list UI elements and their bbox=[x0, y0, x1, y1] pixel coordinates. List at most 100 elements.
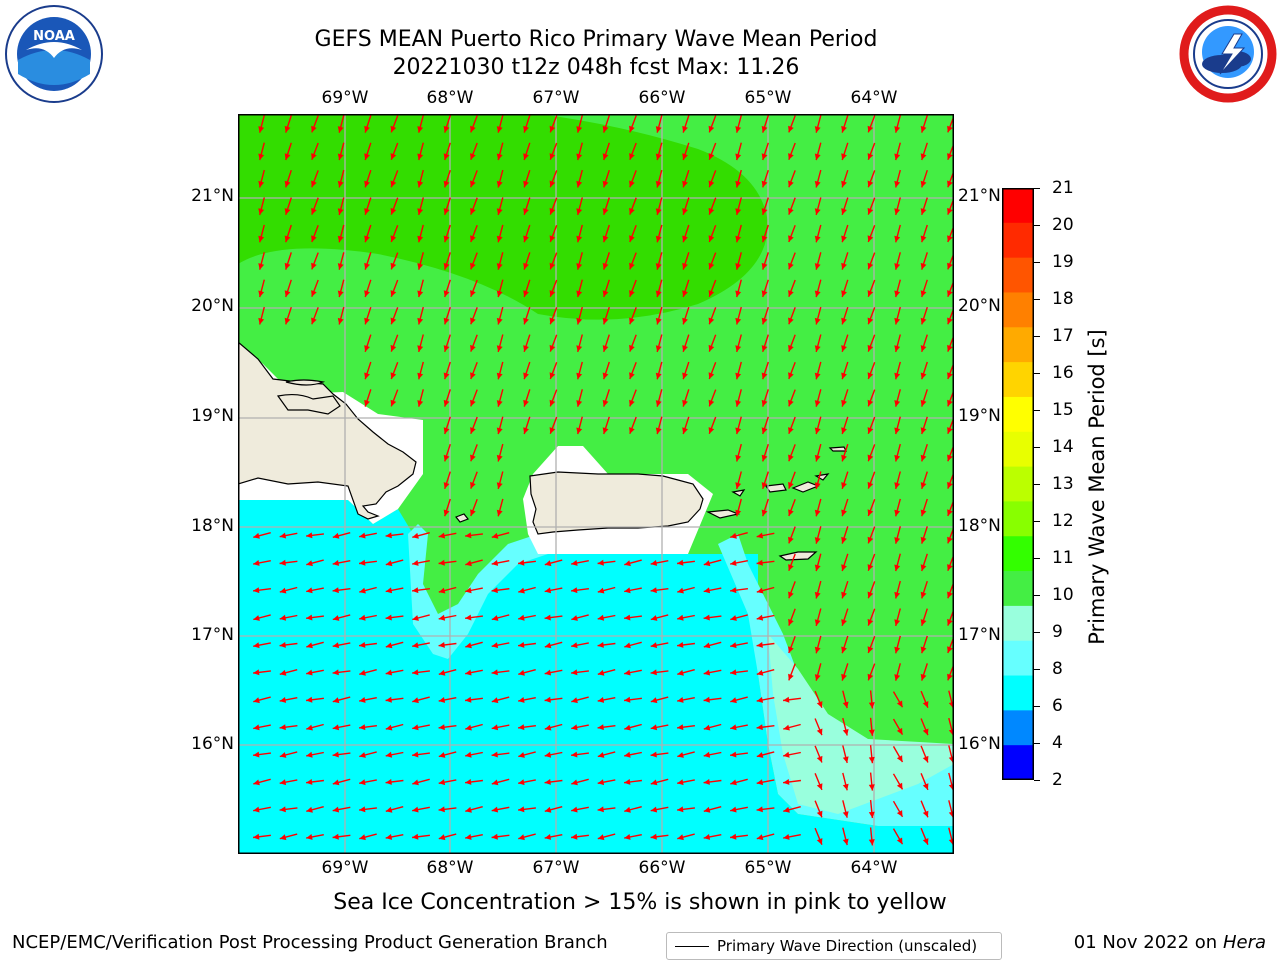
wave-arrow bbox=[677, 586, 695, 594]
wave-arrow bbox=[730, 724, 748, 731]
colorbar-segment bbox=[1002, 710, 1034, 746]
lon-label-bottom: 64°W bbox=[850, 858, 898, 878]
wave-arrow bbox=[470, 416, 478, 435]
wave-arrow bbox=[549, 197, 558, 215]
wave-arrow bbox=[385, 587, 404, 594]
wave-arrow bbox=[390, 279, 399, 298]
wave-arrow bbox=[523, 197, 531, 216]
wave-arrow bbox=[655, 416, 663, 435]
wave-arrow bbox=[597, 586, 616, 594]
wave-arrow bbox=[814, 471, 822, 490]
wave-arrow bbox=[518, 586, 536, 594]
wave-arrow bbox=[842, 772, 849, 791]
lon-label-top: 64°W bbox=[850, 88, 898, 108]
wave-arrow bbox=[518, 751, 536, 758]
wave-arrow bbox=[783, 834, 801, 840]
map-panel[interactable]: Primary Wave Direction (unscaled) bbox=[238, 114, 1002, 960]
wave-arrow bbox=[842, 690, 849, 709]
wave-arrow bbox=[920, 663, 928, 681]
wave-arrow bbox=[602, 197, 610, 216]
colorbar-segment bbox=[1002, 571, 1034, 607]
lon-label-top: 66°W bbox=[638, 88, 686, 108]
wave-arrow bbox=[544, 669, 563, 676]
wave-arrow bbox=[841, 361, 849, 380]
wave-arrow bbox=[735, 306, 742, 325]
wave-arrow bbox=[337, 306, 345, 325]
wave-arrow bbox=[708, 252, 717, 270]
wave-arrow bbox=[364, 197, 372, 216]
map-canvas[interactable] bbox=[238, 114, 954, 854]
wave-arrow bbox=[364, 224, 372, 243]
wave-arrow bbox=[920, 142, 928, 161]
wave-arrow bbox=[708, 334, 717, 352]
wave-arrow bbox=[523, 115, 531, 133]
wave-arrow bbox=[602, 252, 610, 270]
wave-arrow bbox=[783, 806, 801, 813]
wave-arrow bbox=[258, 197, 265, 216]
wave-arrow bbox=[629, 197, 637, 215]
wave-arrow bbox=[523, 169, 531, 188]
wave-arrow bbox=[571, 642, 589, 649]
wave-arrow bbox=[597, 806, 616, 813]
colorbar-tick-mark bbox=[1034, 743, 1040, 744]
wave-arrow bbox=[364, 389, 372, 407]
wave-arrow bbox=[867, 498, 876, 517]
wave-arrow bbox=[576, 142, 583, 161]
title-line-1: GEFS MEAN Puerto Rico Primary Wave Mean … bbox=[314, 27, 878, 52]
wave-arrow bbox=[624, 751, 642, 758]
wave-arrow bbox=[491, 778, 510, 786]
wave-arrow bbox=[359, 751, 377, 758]
wave-arrow bbox=[544, 641, 563, 649]
wave-arrow bbox=[364, 115, 372, 133]
wave-arrow bbox=[894, 553, 901, 572]
wave-arrow bbox=[708, 224, 717, 243]
wave-arrow bbox=[624, 806, 642, 813]
wave-arrow bbox=[337, 169, 345, 188]
wave-arrow bbox=[412, 614, 430, 621]
wave-arrow bbox=[443, 169, 451, 188]
wave-arrow bbox=[284, 279, 292, 298]
wave-arrow bbox=[544, 614, 563, 621]
wave-arrow bbox=[385, 723, 404, 731]
wave-arrow bbox=[496, 389, 504, 407]
wave-arrow bbox=[814, 526, 822, 544]
wave-arrow bbox=[412, 669, 430, 676]
lon-label-bottom: 67°W bbox=[532, 858, 580, 878]
wave-arrow bbox=[892, 773, 904, 790]
wave-arrow bbox=[438, 614, 457, 621]
lat-label-right: 20°N bbox=[958, 296, 1001, 316]
wave-arrow bbox=[597, 697, 616, 703]
wave-arrow bbox=[279, 724, 298, 731]
wave-arrow bbox=[735, 224, 742, 243]
wave-arrow bbox=[544, 834, 563, 840]
wave-arrow bbox=[518, 779, 536, 786]
wave-arrow bbox=[894, 334, 901, 353]
wave-arrow bbox=[868, 745, 875, 764]
wave-arrow bbox=[788, 608, 796, 626]
wave-arrow bbox=[602, 361, 610, 380]
wave-arrow bbox=[571, 560, 589, 566]
wave-arrow bbox=[814, 635, 822, 654]
wave-arrow bbox=[735, 334, 742, 353]
colorbar-tick-label: 8 bbox=[1052, 659, 1063, 679]
wave-arrow bbox=[306, 559, 324, 567]
wave-arrow bbox=[894, 498, 901, 517]
wave-arrow bbox=[920, 279, 928, 298]
colorbar-segment bbox=[1002, 466, 1034, 502]
wave-arrow bbox=[761, 224, 769, 243]
colorbar-tick-label: 17 bbox=[1052, 326, 1074, 346]
wave-arrow bbox=[730, 560, 748, 566]
wave-arrow bbox=[470, 142, 478, 161]
wave-arrow bbox=[783, 723, 801, 731]
wave-arrow bbox=[443, 471, 451, 490]
wave-arrow bbox=[576, 279, 583, 298]
wave-arrow bbox=[549, 361, 558, 380]
wave-arrow bbox=[867, 471, 876, 489]
colorbar-tick-mark bbox=[1034, 595, 1040, 596]
wave-arrow bbox=[470, 471, 478, 489]
wave-arrow bbox=[867, 142, 876, 161]
wave-arrow bbox=[470, 389, 478, 407]
wave-arrow bbox=[311, 224, 319, 243]
wave-arrow bbox=[576, 334, 583, 353]
wave-arrow bbox=[284, 115, 292, 133]
